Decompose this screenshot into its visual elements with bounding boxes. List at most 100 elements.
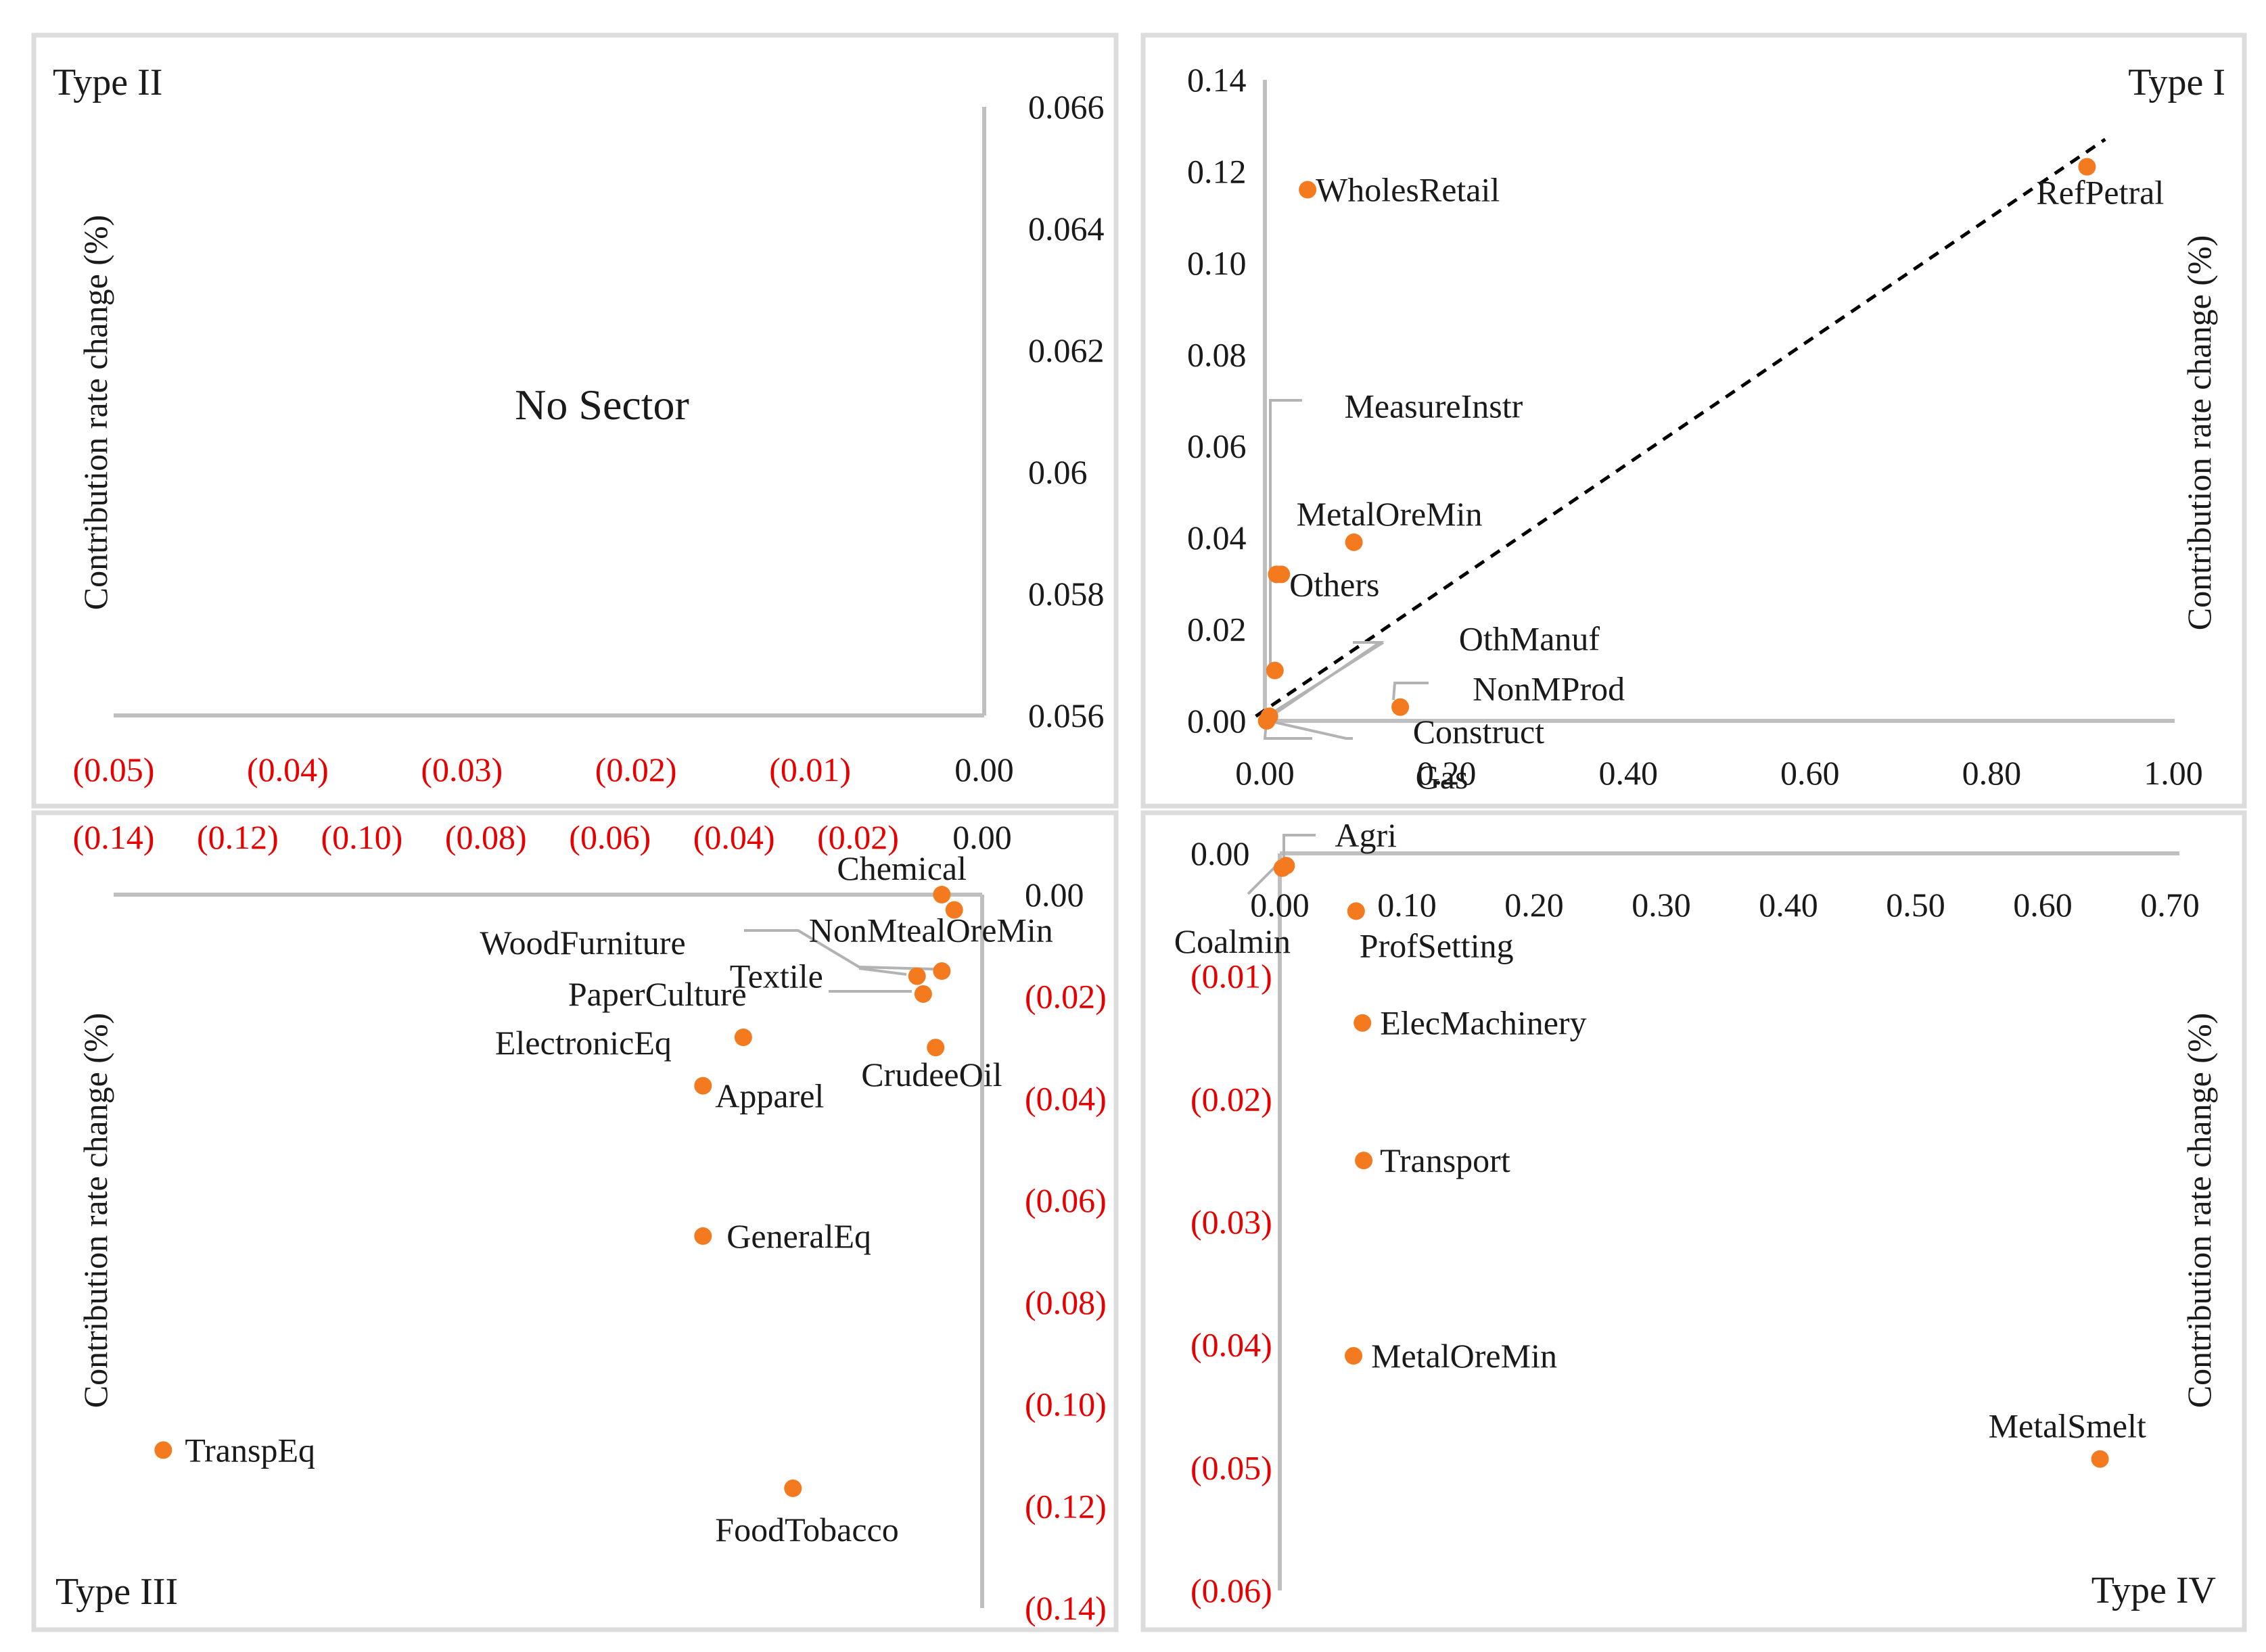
type4-point-elecmachinery bbox=[1354, 1014, 1372, 1032]
panel-type2-border bbox=[31, 32, 1119, 809]
type1-leader-lines bbox=[1263, 399, 1429, 740]
type3-y-tick: (0.06) bbox=[1025, 1181, 1107, 1219]
type3-point-woodfurniture bbox=[933, 962, 951, 981]
type4-leader-lines bbox=[1247, 834, 1316, 895]
type3-point-nonmtealoremin bbox=[945, 901, 963, 919]
type1-point-label-construct: Construct bbox=[1413, 713, 1545, 751]
type4-point-transport bbox=[1355, 1152, 1373, 1170]
type3-x-tick: (0.14) bbox=[73, 818, 155, 856]
type3-title: Type III bbox=[55, 1571, 178, 1613]
type2-y-tick: 0.062 bbox=[1028, 331, 1105, 369]
type2-no-sector: No Sector bbox=[515, 381, 689, 429]
type1-x-tick: 0.20 bbox=[1417, 754, 1477, 792]
type4-x-tick: 0.30 bbox=[1632, 886, 1691, 924]
type3-y-tick: (0.04) bbox=[1025, 1079, 1107, 1117]
type1-y-tick: 0.00 bbox=[1187, 702, 1247, 740]
type4-point-metalsmelt bbox=[2091, 1450, 2109, 1468]
type1-y-tick: 0.04 bbox=[1187, 519, 1247, 557]
type1-leader-line bbox=[1269, 399, 1302, 667]
type1-title: Type I bbox=[2128, 62, 2225, 103]
chart-type2: Type II No Sector Contribution rate chan… bbox=[53, 62, 1105, 788]
type3-leader-line bbox=[744, 929, 933, 970]
type3-point-crudeeoil bbox=[927, 1039, 945, 1057]
type4-point-label-elecmachinery: ElecMachinery bbox=[1380, 1004, 1586, 1042]
type1-point-label-nonmprod: NonMProd bbox=[1473, 670, 1625, 708]
type3-point-foodtobacco bbox=[784, 1479, 802, 1497]
type4-point-coalmin bbox=[1273, 859, 1291, 877]
type1-y-ticks: 0.14 0.12 0.10 0.08 0.06 0.04 0.02 0.00 bbox=[1187, 61, 1247, 740]
type1-point-labels: RefPetral WholesRetail MeasureInstr MetalOr… bbox=[1289, 171, 2164, 796]
type3-x-tick: (0.02) bbox=[817, 818, 899, 856]
type1-point-label-metaloremin: MetalOreMin bbox=[1297, 495, 1483, 533]
type2-y-tick: 0.056 bbox=[1028, 697, 1105, 734]
type1-leader-line bbox=[1267, 641, 1385, 719]
type4-y-tick: 0.00 bbox=[1190, 834, 1250, 872]
type3-point-label-nonmtealoremin: NonMtealOreMin bbox=[809, 912, 1053, 949]
type3-point-label-woodfurniture: WoodFurniture bbox=[480, 924, 685, 962]
type3-point-textile bbox=[908, 967, 926, 985]
type4-y-label: Contribution rate change (%) bbox=[2180, 1013, 2218, 1409]
type3-point-label-textile: Textile bbox=[730, 958, 823, 995]
type3-point-label-paperculture: PaperCulture bbox=[568, 975, 747, 1013]
type4-point-label-metalsmelt: MetalSmelt bbox=[1989, 1407, 2146, 1445]
type1-point-label-wholesretail: WholesRetail bbox=[1316, 171, 1500, 209]
chart-type3: Type III Contribution rate change (%) (0… bbox=[55, 818, 1107, 1627]
type3-x-tick: (0.04) bbox=[693, 818, 775, 856]
type1-y-tick: 0.10 bbox=[1187, 244, 1247, 282]
type3-x-tick: 0.00 bbox=[952, 818, 1012, 856]
type1-y-tick: 0.02 bbox=[1187, 611, 1247, 648]
type4-x-ticks: 0.00 0.10 0.20 0.30 0.40 0.50 0.60 0.70 bbox=[1250, 886, 2200, 924]
type2-x-tick: (0.01) bbox=[769, 751, 851, 788]
type2-y-tick: 0.06 bbox=[1028, 453, 1088, 491]
type3-point-paperculture bbox=[914, 985, 932, 1003]
type3-point-labels: Chemical NonMtealOreMin WoodFurniture Texti… bbox=[185, 849, 1053, 1549]
type1-point-label-gas: Gas bbox=[1416, 758, 1469, 796]
type1-point-label-refpetral: RefPetral bbox=[2036, 174, 2164, 212]
type1-leader-line bbox=[1268, 719, 1353, 740]
type4-x-tick: 0.00 bbox=[1250, 886, 1310, 924]
type3-points bbox=[154, 886, 963, 1497]
type4-title: Type IV bbox=[2091, 1570, 2216, 1611]
type1-point-label-others: Others bbox=[1289, 565, 1379, 603]
chart-type4: Type IV Contribution rate change (%) 0.0… bbox=[1174, 816, 2218, 1611]
type4-point-label-coalmin: Coalmin bbox=[1174, 922, 1291, 960]
type4-x-tick: 0.60 bbox=[2013, 886, 2073, 924]
type1-x-tick: 0.60 bbox=[1780, 754, 1840, 792]
type3-point-electroniceq bbox=[734, 1029, 752, 1046]
type3-y-tick: (0.02) bbox=[1025, 978, 1107, 1016]
type1-point-label-measureinstr: MeasureInstr bbox=[1344, 387, 1523, 425]
type1-y-label: Contribution rate change (%) bbox=[2180, 235, 2218, 631]
type4-leader-line bbox=[1282, 834, 1316, 866]
type1-x-tick: 1.00 bbox=[2144, 754, 2203, 792]
type1-point-metaloremin bbox=[1345, 533, 1363, 551]
type3-point-label-chemical: Chemical bbox=[837, 849, 967, 887]
type3-point-generaleq bbox=[694, 1227, 712, 1245]
type2-x-ticks: (0.05) (0.04) (0.03) (0.02) (0.01) 0.00 bbox=[73, 751, 1014, 788]
type4-point-labels: Agri Coalmin ProfSetting ElecMachinery Trans… bbox=[1174, 816, 2146, 1444]
type1-x-tick: 0.40 bbox=[1598, 754, 1658, 792]
type1-points bbox=[1257, 158, 2096, 730]
type4-point-metaloremin bbox=[1345, 1347, 1363, 1365]
type4-y-tick: (0.06) bbox=[1190, 1572, 1272, 1609]
type3-y-tick: (0.12) bbox=[1025, 1487, 1107, 1525]
type1-leader-line bbox=[1392, 682, 1429, 701]
panel-type1-border bbox=[1140, 32, 2247, 809]
type4-point-label-metaloremin: MetalOreMin bbox=[1371, 1337, 1557, 1375]
type1-y-tick: 0.06 bbox=[1187, 427, 1247, 465]
type4-x-tick: 0.10 bbox=[1377, 886, 1437, 924]
type4-x-tick: 0.20 bbox=[1504, 886, 1564, 924]
type2-x-tick: (0.05) bbox=[73, 751, 155, 788]
type4-y-ticks: 0.00 (0.01) (0.02) (0.03) (0.04) (0.05) (0.06) bbox=[1190, 834, 1272, 1609]
type3-point-apparel bbox=[694, 1077, 712, 1095]
type2-y-tick: 0.066 bbox=[1028, 88, 1105, 126]
type1-point-others bbox=[1272, 565, 1291, 584]
type3-point-chemical bbox=[933, 886, 951, 903]
type3-point-label-generaleq: GeneralEq bbox=[726, 1217, 871, 1255]
type4-x-tick: 0.70 bbox=[2140, 886, 2200, 924]
type3-x-tick: (0.10) bbox=[321, 818, 402, 856]
type3-point-label-crudeeoil: CrudeeOil bbox=[861, 1056, 1002, 1093]
type4-point-profsetting bbox=[1347, 902, 1365, 920]
type2-y-tick: 0.058 bbox=[1028, 575, 1105, 613]
type3-point-label-transpeq: TranspEq bbox=[185, 1431, 315, 1469]
